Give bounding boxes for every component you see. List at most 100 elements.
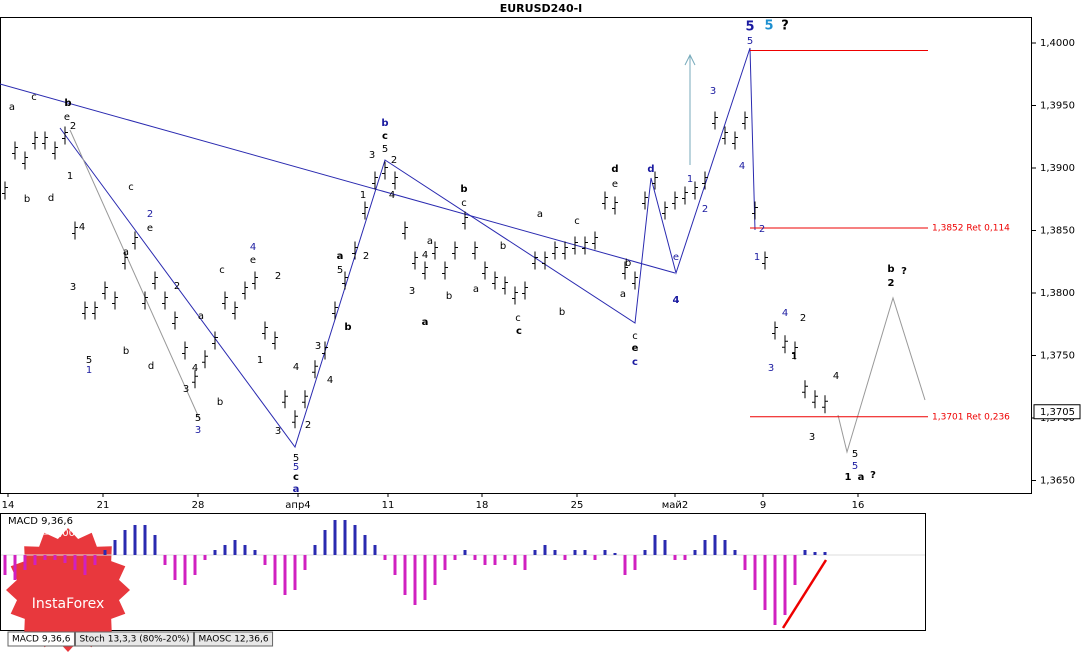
- price-bar: [252, 271, 258, 290]
- wave-label: c: [461, 198, 467, 209]
- price-bar: [362, 201, 368, 220]
- wave-label: 5: [337, 265, 343, 276]
- wave-label: 3: [275, 426, 281, 437]
- price-bar: [432, 241, 438, 260]
- price-bar: [52, 141, 58, 160]
- wave-label: 1: [67, 171, 73, 182]
- indicator-reading: MACD = 0,00: [8, 528, 75, 539]
- x-tick-label: 18: [476, 500, 489, 511]
- price-bar: [742, 111, 748, 130]
- y-tick-label: 1,3800: [1040, 288, 1075, 299]
- wave-label: d: [48, 193, 54, 204]
- price-bar: [602, 191, 608, 210]
- wave-label: 4: [250, 242, 256, 253]
- indicator-name: MACD 9,36,6: [8, 516, 73, 527]
- wave-label: c: [632, 357, 638, 368]
- wave-label: 5: [293, 462, 299, 473]
- price-bar: [752, 201, 758, 220]
- wave-label: b: [460, 184, 467, 195]
- wave-label: 5: [293, 453, 299, 464]
- price-bar: [802, 380, 808, 399]
- price-bar: [172, 311, 178, 330]
- price-bar: [402, 221, 408, 240]
- price-bar: [142, 291, 148, 310]
- price-bar: [472, 241, 478, 260]
- wave-label: a: [337, 251, 344, 262]
- wave-label: c: [128, 182, 134, 193]
- wave-label: 2: [391, 155, 397, 166]
- price-bar: [42, 131, 48, 150]
- price-bar: [292, 410, 298, 429]
- price-bar: [372, 171, 378, 190]
- wave-label: e: [250, 255, 256, 266]
- wave-label: 4: [293, 362, 299, 373]
- wave-label: b: [381, 118, 388, 129]
- price-bar: [82, 301, 88, 320]
- wave-label: 3: [369, 150, 375, 161]
- price-bar: [232, 301, 238, 320]
- x-tick-label: 28: [192, 500, 205, 511]
- tab-label: MACD 9,36,6: [12, 635, 71, 645]
- price-bar: [352, 241, 358, 260]
- wave-label: 5: [852, 461, 858, 472]
- price-bar: [332, 301, 338, 320]
- last-price-label: 1,3705: [1040, 407, 1075, 418]
- wave-label: a: [9, 102, 15, 113]
- wave-label: 5: [382, 144, 388, 155]
- last-price-box: [1033, 404, 1081, 420]
- price-bar: [222, 291, 228, 310]
- wave-label: 3: [409, 286, 415, 297]
- wave-label: 4: [673, 295, 680, 306]
- wave-label: 3: [183, 384, 189, 395]
- wave-label: 4: [739, 161, 745, 172]
- wave-label: a: [427, 236, 433, 247]
- wave-label: b: [217, 397, 223, 408]
- price-bar: [22, 151, 28, 170]
- price-bar: [412, 251, 418, 270]
- price-bar: [732, 131, 738, 150]
- wave-label: b: [123, 346, 129, 357]
- price-bar: [812, 390, 818, 409]
- price-bar: [532, 251, 538, 270]
- wave-label: 5: [852, 449, 858, 460]
- price-bar: [112, 291, 118, 310]
- wave-label: a: [858, 472, 865, 483]
- wave-label: 2: [275, 271, 281, 282]
- wave-label: c: [382, 131, 388, 142]
- price-bar: [622, 261, 628, 280]
- price-bar: [32, 131, 38, 150]
- price-bar: [182, 341, 188, 360]
- price-bar: [782, 335, 788, 354]
- wave-label: 3: [70, 282, 76, 293]
- wave-lines: [0, 47, 756, 449]
- price-bar: [212, 331, 218, 350]
- price-bar: [462, 211, 468, 230]
- price-bar: [792, 341, 798, 360]
- trend-arrow: [781, 559, 828, 629]
- price-bar: [282, 390, 288, 409]
- price-bar: [522, 281, 528, 300]
- wave-label: e: [632, 343, 639, 354]
- wave-label: e: [673, 252, 679, 263]
- price-bar: [102, 281, 108, 300]
- level-label: 1,3701 Ret 0,236: [932, 412, 1010, 422]
- price-bar: [482, 261, 488, 280]
- y-tick-label: 1,3950: [1040, 101, 1075, 112]
- wave-label: 2: [702, 204, 708, 215]
- wave-label: 5: [747, 36, 753, 47]
- price-bar: [2, 181, 8, 200]
- wave-label: c: [574, 216, 580, 227]
- wave-label: b: [625, 258, 631, 269]
- wave-label: c: [293, 472, 299, 483]
- wave-label: a: [123, 247, 129, 258]
- x-tick-label: апр4: [285, 500, 310, 511]
- chart-title: EURUSD240-I: [500, 2, 583, 15]
- wave-label: b: [446, 291, 452, 302]
- x-tick-label: 16: [852, 500, 865, 511]
- x-tick-label: 21: [97, 500, 110, 511]
- price-bar: [382, 161, 388, 180]
- wave-label: a: [422, 317, 429, 328]
- price-bar: [342, 271, 348, 290]
- wave-label: 4: [833, 371, 839, 382]
